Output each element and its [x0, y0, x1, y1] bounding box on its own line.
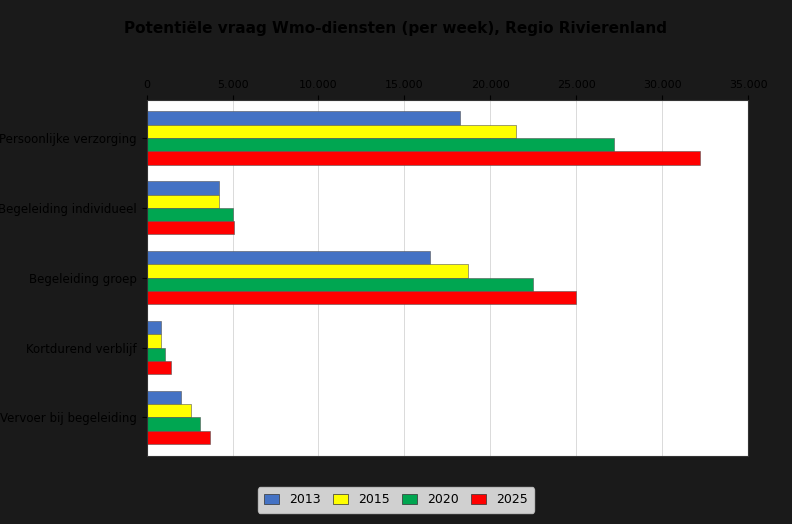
Bar [147, 151, 700, 165]
Bar [147, 221, 234, 234]
Bar [147, 112, 459, 125]
Bar [147, 291, 577, 304]
Bar [147, 418, 200, 431]
Bar [147, 138, 615, 151]
Bar [147, 321, 162, 334]
Text: Potentiële vraag Wmo-diensten (per week), Regio Rivierenland: Potentiële vraag Wmo-diensten (per week)… [124, 21, 668, 36]
Bar [147, 278, 534, 291]
Bar [147, 125, 516, 138]
Bar [147, 181, 219, 194]
Bar [147, 208, 233, 221]
Bar [147, 347, 166, 361]
Bar [147, 251, 430, 265]
Bar [147, 404, 191, 418]
Bar [147, 361, 171, 374]
Bar [147, 431, 210, 444]
Legend: 2013, 2015, 2020, 2025: 2013, 2015, 2020, 2025 [257, 487, 535, 512]
Bar [147, 194, 219, 208]
Bar [147, 265, 468, 278]
Bar [147, 334, 162, 347]
Bar [147, 391, 181, 404]
